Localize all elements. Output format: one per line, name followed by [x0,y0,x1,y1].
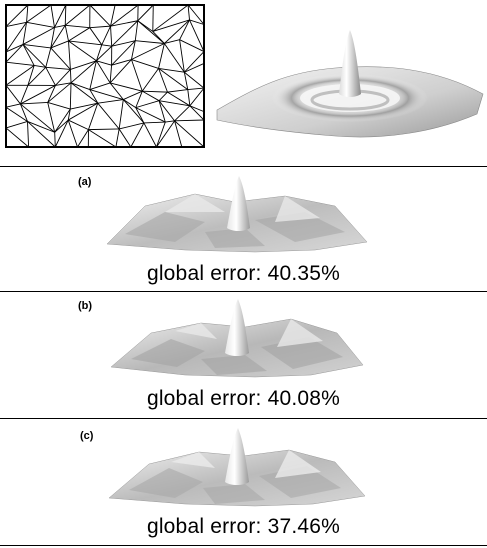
panel-label: (c) [80,430,94,442]
approximated-surface-render [110,299,364,378]
separator-rule [0,418,487,419]
separator-rule [0,291,487,292]
global-error-caption: global error: 37.46% [146,515,341,538]
separator-rule [0,166,487,167]
global-error-caption: global error: 40.08% [146,387,341,410]
approximated-surface-render [108,428,366,507]
approximated-surface-render [106,176,368,253]
triangulation-mesh [5,4,205,148]
global-error-caption: global error: 40.35% [146,262,341,285]
panel-label: (b) [78,300,93,312]
panel-label: (a) [78,176,92,188]
original-surface-render [216,30,484,138]
separator-rule [0,545,487,546]
